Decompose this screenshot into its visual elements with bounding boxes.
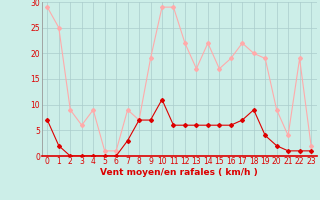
X-axis label: Vent moyen/en rafales ( km/h ): Vent moyen/en rafales ( km/h ) bbox=[100, 168, 258, 177]
